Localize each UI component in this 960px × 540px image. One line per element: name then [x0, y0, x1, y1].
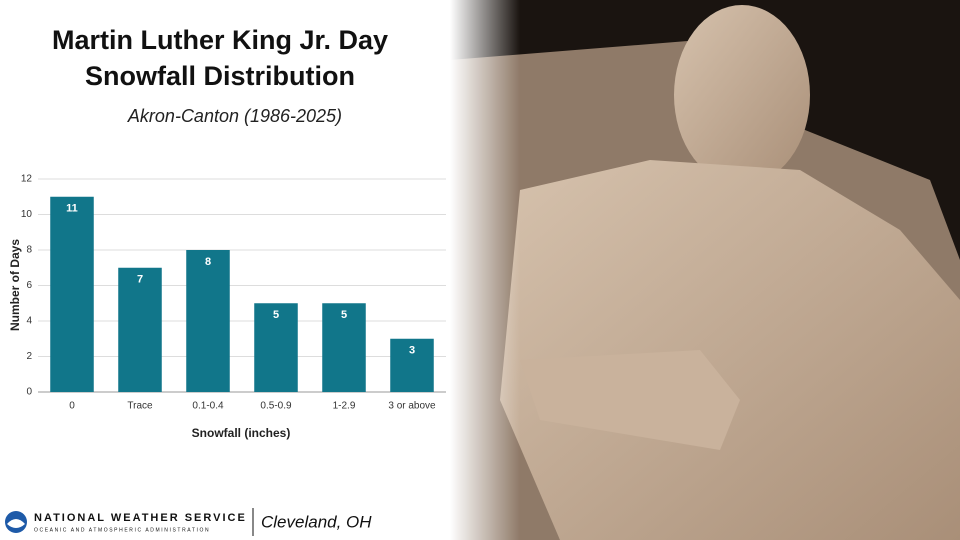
x-axis-label: Snowfall (inches)	[192, 426, 291, 440]
value-label: 8	[205, 256, 211, 268]
y-tick-label: 6	[26, 280, 32, 291]
agency-name: NATIONAL WEATHER SERVICE	[34, 512, 247, 524]
value-label: 7	[137, 274, 143, 286]
y-tick-label: 4	[26, 316, 32, 327]
x-tick-label: 0.1-0.4	[192, 401, 224, 412]
agency-subtitle: OCEANIC AND ATMOSPHERIC ADMINISTRATION	[34, 527, 210, 533]
bar	[118, 267, 162, 392]
y-tick-label: 12	[21, 174, 33, 185]
y-tick-label: 10	[21, 209, 33, 220]
bar	[390, 338, 434, 392]
value-label: 11	[66, 203, 78, 215]
y-axis-label: Number of Days	[8, 239, 22, 331]
office-name: Cleveland, OH	[261, 512, 372, 531]
y-tick-label: 2	[26, 351, 32, 362]
bar	[322, 303, 366, 392]
value-label: 5	[273, 309, 279, 321]
y-tick-label: 0	[26, 387, 32, 398]
x-tick-label: Trace	[127, 401, 153, 412]
bar	[254, 303, 298, 392]
y-tick-label: 8	[26, 245, 32, 256]
nws-logo-wave	[7, 519, 25, 528]
chart-title: Martin Luther King Jr. Day Snowfall Dist…	[51, 25, 389, 91]
bar	[186, 250, 230, 392]
bar	[50, 196, 94, 392]
x-tick-label: 0.5-0.9	[260, 401, 292, 412]
chart-subtitle: Akron-Canton (1986-2025)	[127, 106, 343, 126]
value-label: 5	[341, 309, 347, 321]
value-label: 3	[409, 345, 415, 357]
x-tick-label: 0	[69, 401, 75, 412]
x-tick-label: 1-2.9	[333, 401, 356, 412]
x-tick-label: 3 or above	[388, 401, 436, 412]
